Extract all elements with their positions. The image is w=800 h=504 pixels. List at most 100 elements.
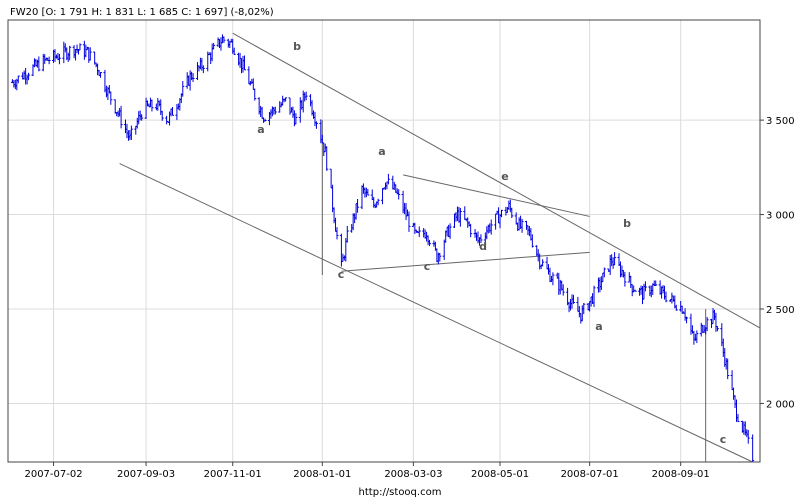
- price-bar: [160, 110, 164, 121]
- x-tick-label: 2007-07-02: [24, 469, 82, 480]
- y-axis: 3 500 3 000 2 500 2 000: [760, 116, 795, 410]
- price-bar: [27, 72, 31, 81]
- wave-label: c: [424, 260, 431, 273]
- price-bar: [571, 294, 575, 304]
- price-bars: [10, 34, 755, 462]
- price-bar: [551, 272, 555, 286]
- trendline: [341, 251, 590, 272]
- price-bar: [314, 121, 318, 129]
- x-tick-label: 2008-07-01: [561, 469, 619, 480]
- x-tick-label: 2007-09-03: [117, 469, 175, 480]
- price-bar: [510, 207, 514, 219]
- price-bar: [78, 43, 82, 51]
- price-bar: [345, 225, 349, 243]
- price-bar: [448, 223, 452, 239]
- price-bar: [284, 97, 288, 102]
- y-tick-label: 2 000: [766, 399, 795, 410]
- price-bar: [212, 42, 216, 50]
- price-bar: [386, 173, 390, 185]
- price-bar: [664, 291, 668, 303]
- y-tick-label: 3 500: [766, 116, 795, 127]
- x-tick-label: 2008-05-01: [471, 469, 529, 480]
- price-bar: [520, 218, 524, 233]
- x-tick-label: 2008-03-03: [384, 469, 442, 480]
- price-bar: [458, 207, 462, 227]
- wave-label: b: [623, 217, 631, 230]
- y-tick-label: 2 500: [766, 305, 795, 316]
- price-bar: [119, 105, 123, 129]
- price-bar: [438, 252, 442, 262]
- price-bar: [88, 47, 92, 61]
- price-bar: [613, 252, 617, 266]
- price-bar: [181, 81, 185, 97]
- price-bar: [16, 75, 20, 84]
- wave-label: a: [378, 145, 385, 158]
- price-bar: [242, 55, 246, 71]
- chart-title: FW20 [O: 1 791 H: 1 831 L: 1 685 C: 1 69…: [10, 7, 274, 18]
- price-bar: [366, 188, 370, 196]
- price-bar: [47, 56, 51, 65]
- price-bar: [222, 36, 226, 43]
- price-bar: [582, 302, 586, 315]
- wave-labels: b a c a c e b d a c: [257, 40, 726, 446]
- price-bar: [356, 198, 360, 213]
- wave-label: a: [257, 123, 264, 136]
- price-bar: [129, 125, 133, 140]
- trendlines: [119, 32, 761, 463]
- price-bar: [602, 267, 606, 278]
- wave-label: b: [293, 40, 301, 53]
- x-tick-label: 2007-11-01: [204, 469, 262, 480]
- price-bar: [57, 53, 61, 65]
- price-bar: [541, 259, 545, 267]
- plot-frame: [7, 19, 761, 463]
- price-bar: [171, 106, 174, 116]
- y-tick-label: 3 000: [766, 211, 795, 222]
- price-bar: [592, 285, 596, 307]
- price-bar: [140, 114, 144, 121]
- wave-label: c: [338, 268, 345, 281]
- wave-label: a: [595, 320, 602, 333]
- price-bar: [417, 226, 421, 237]
- price-bar: [68, 45, 72, 61]
- wave-label: c: [720, 433, 727, 446]
- price-bar: [304, 91, 308, 101]
- price-bar: [263, 118, 267, 122]
- price-bar: [705, 316, 709, 332]
- price-bar: [643, 281, 647, 292]
- price-bar: [407, 211, 411, 232]
- price-bar: [633, 289, 637, 292]
- trendline: [232, 32, 761, 329]
- wave-label: e: [501, 170, 508, 183]
- price-bar: [335, 227, 339, 240]
- price-bar: [489, 219, 493, 235]
- price-bar: [150, 99, 154, 112]
- wave-label: d: [479, 240, 487, 253]
- price-bar: [428, 239, 432, 247]
- price-bar: [674, 304, 678, 311]
- price-bar: [736, 414, 740, 423]
- x-axis: 2007-07-02 2007-09-03 2007-11-01 2008-01-01…: [24, 462, 710, 480]
- price-bar: [695, 330, 699, 344]
- price-bar: [191, 73, 195, 82]
- price-bar: [500, 209, 503, 218]
- price-bar: [623, 271, 627, 287]
- grid-lines: [8, 20, 760, 462]
- price-bar: [397, 189, 401, 200]
- price-bar: [273, 106, 277, 115]
- x-tick-label: 2008-09-01: [652, 469, 710, 480]
- price-bar: [37, 56, 41, 72]
- price-bar: [479, 234, 483, 244]
- price-bar: [561, 284, 565, 296]
- price-bar: [726, 358, 730, 380]
- price-bar: [201, 65, 205, 74]
- price-bar: [325, 146, 329, 171]
- trendline: [402, 174, 590, 217]
- price-bar: [376, 198, 380, 206]
- price-bar: [751, 434, 755, 462]
- price-bar: [654, 280, 658, 287]
- price-bar: [469, 223, 473, 238]
- source-link[interactable]: http://stooq.com: [359, 487, 442, 498]
- price-bar: [715, 325, 719, 332]
